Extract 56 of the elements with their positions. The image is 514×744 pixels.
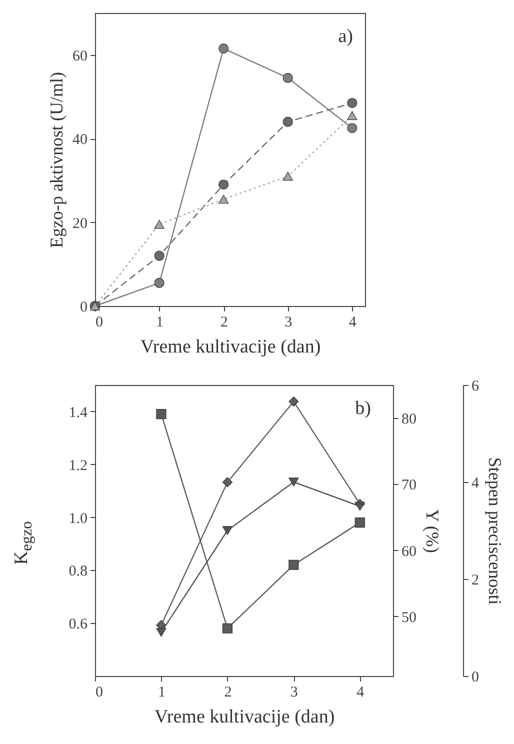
point — [218, 194, 229, 204]
y-tick-label: 1.4 — [68, 404, 88, 421]
point — [218, 44, 229, 54]
y3-axis-title: Stepen preciscenosti — [485, 457, 505, 605]
x-tick-label: 2 — [224, 684, 232, 700]
y-tick-label: 40 — [72, 132, 88, 148]
point — [354, 502, 365, 511]
x-axis-title: Vreme kultivacije (dan) — [140, 336, 321, 358]
point — [154, 220, 164, 229]
x-tick-label: 4 — [356, 684, 365, 700]
point — [282, 72, 293, 83]
annotation: b) — [355, 398, 371, 419]
point — [222, 477, 232, 488]
y3-tick-label: 4 — [472, 476, 480, 492]
point — [288, 478, 299, 486]
point — [154, 278, 164, 288]
y2-tick-label: 80 — [402, 412, 416, 428]
point — [156, 628, 166, 637]
point — [288, 396, 299, 407]
x-axis-title: Vreme kultivacije (dan) — [154, 706, 335, 728]
y3-tick-label: 2 — [472, 572, 479, 588]
point — [282, 116, 293, 127]
x-tick-label: 1 — [156, 314, 164, 330]
x-tick-label: 1 — [158, 684, 166, 700]
y-tick-label: 20 — [72, 216, 88, 232]
x-tick-label: 0 — [96, 684, 103, 700]
point — [347, 111, 358, 120]
y2-axis-title: Y (%) — [422, 509, 442, 553]
y-axis-title: Egzo-p aktivnost (U/ml) — [46, 72, 66, 248]
x-tick-label: 0 — [96, 314, 103, 330]
y-tick-label: 1.2 — [68, 458, 88, 474]
point — [347, 98, 358, 108]
y-tick-label: 60 — [72, 48, 88, 64]
point — [222, 526, 232, 535]
y2-tick-label: 50 — [402, 610, 416, 626]
point — [154, 250, 164, 261]
y2-tick-label: 70 — [402, 478, 416, 494]
y3-tick-label: 0 — [472, 670, 479, 686]
y-tick-label: 1.0 — [68, 510, 88, 527]
point — [288, 560, 299, 570]
point — [354, 518, 365, 528]
y-tick-label: 0.6 — [68, 616, 88, 633]
y3-tick-label: 6 — [472, 378, 480, 394]
point — [218, 180, 229, 190]
point — [222, 623, 232, 634]
x-tick-label: 3 — [284, 314, 292, 330]
y2-tick-label: 60 — [402, 544, 416, 560]
x-tick-label: 3 — [290, 684, 298, 700]
x-tick-label: 4 — [348, 314, 357, 330]
point — [347, 123, 358, 134]
y-tick-label: 0.8 — [68, 564, 88, 580]
y-tick-label: 0 — [80, 300, 88, 316]
x-tick-label: 2 — [220, 314, 228, 330]
annotation: a) — [338, 26, 353, 47]
point — [156, 409, 166, 420]
point — [282, 172, 293, 181]
